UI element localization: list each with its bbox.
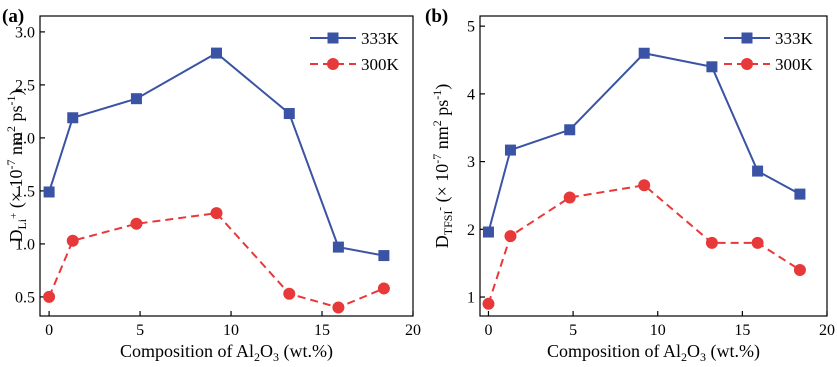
y-tick-label: 2 bbox=[467, 222, 475, 239]
data-point bbox=[43, 186, 55, 198]
data-point bbox=[67, 112, 79, 124]
y-tick-label: 3.0 bbox=[15, 24, 35, 41]
data-point bbox=[564, 124, 576, 136]
legend: 333K 300K bbox=[724, 29, 814, 74]
data-point bbox=[751, 236, 764, 249]
legend: 333K 300K bbox=[310, 29, 400, 74]
chart-panel-2: (b) 0 5 10 15 20 1 2 3 4 5 Composition of Al2O3 (wt… bbox=[425, 6, 835, 364]
x-tick-label: 15 bbox=[314, 322, 330, 339]
x-tick-label: 0 bbox=[484, 322, 492, 339]
data-point bbox=[638, 47, 650, 59]
chart-panel-1: (a) 0 5 10 15 20 0.5 1.0 1.5 2.0 2.5 3.0 Composition… bbox=[2, 6, 421, 364]
y-tick-label: 5 bbox=[467, 19, 475, 36]
series-line bbox=[487, 52, 801, 233]
legend-marker bbox=[741, 58, 753, 70]
series-333K bbox=[482, 47, 806, 238]
data-point bbox=[332, 241, 344, 253]
legend-marker bbox=[327, 58, 339, 70]
data-point bbox=[793, 263, 806, 276]
legend-label: 333K bbox=[775, 29, 814, 48]
data-point bbox=[638, 179, 651, 192]
series-300K bbox=[43, 207, 390, 314]
y-tick-label: 4 bbox=[467, 86, 475, 103]
panel-label: (b) bbox=[425, 6, 448, 27]
x-tick-label: 20 bbox=[819, 322, 835, 339]
plot-frame bbox=[39, 15, 414, 317]
y-axis-title: DTFSI- (× 10-7 nm2 ps-1) bbox=[430, 84, 455, 249]
x-tick-label: 5 bbox=[569, 322, 577, 339]
y-tick-label: 2.5 bbox=[15, 77, 35, 94]
data-point bbox=[563, 191, 576, 204]
legend-label: 300K bbox=[775, 55, 814, 74]
plot-frame bbox=[479, 15, 828, 317]
data-point bbox=[482, 297, 495, 310]
data-point bbox=[377, 282, 390, 295]
x-axis-title: Composition of Al2O3 (wt.%) bbox=[120, 341, 333, 364]
x-tick-label: 5 bbox=[136, 322, 144, 339]
data-point bbox=[210, 207, 223, 220]
data-point bbox=[504, 230, 517, 243]
x-tick-label: 15 bbox=[734, 322, 750, 339]
panel-label: (a) bbox=[2, 6, 24, 27]
y-tick-label: 1 bbox=[467, 290, 475, 307]
y-tick-label: 1.0 bbox=[15, 236, 35, 253]
y-axis-title: DLi+ (× 10-7 nm2 ps-1) bbox=[4, 89, 29, 242]
data-point bbox=[752, 165, 764, 177]
x-tick-label: 20 bbox=[405, 322, 421, 339]
legend-marker bbox=[741, 32, 753, 44]
series-333K bbox=[43, 47, 390, 262]
x-tick-label: 10 bbox=[650, 322, 666, 339]
legend-marker bbox=[327, 32, 339, 44]
data-point bbox=[66, 234, 79, 247]
legend-label: 300K bbox=[361, 55, 400, 74]
series-300K bbox=[482, 179, 806, 310]
data-point bbox=[378, 250, 390, 262]
series-line bbox=[48, 51, 385, 257]
y-tick-label: 0.5 bbox=[15, 289, 35, 306]
data-point bbox=[504, 144, 516, 156]
y-tick-label: 1.5 bbox=[15, 183, 35, 200]
x-tick-label: 10 bbox=[223, 322, 239, 339]
data-point bbox=[332, 301, 345, 314]
x-axis-title: Composition of Al2O3 (wt.%) bbox=[547, 341, 760, 364]
data-point bbox=[706, 61, 718, 73]
y-tick-label: 2.0 bbox=[15, 130, 35, 147]
data-point bbox=[283, 108, 295, 120]
legend-label: 333K bbox=[361, 29, 400, 48]
data-point bbox=[482, 226, 494, 238]
data-point bbox=[43, 290, 56, 303]
data-point bbox=[130, 93, 142, 105]
data-point bbox=[210, 47, 222, 59]
series-line bbox=[48, 212, 385, 309]
data-point bbox=[794, 188, 806, 200]
x-tick-label: 0 bbox=[45, 322, 53, 339]
data-point bbox=[705, 236, 718, 249]
y-tick-label: 3 bbox=[467, 154, 475, 171]
data-point bbox=[283, 287, 296, 300]
data-point bbox=[130, 217, 143, 230]
